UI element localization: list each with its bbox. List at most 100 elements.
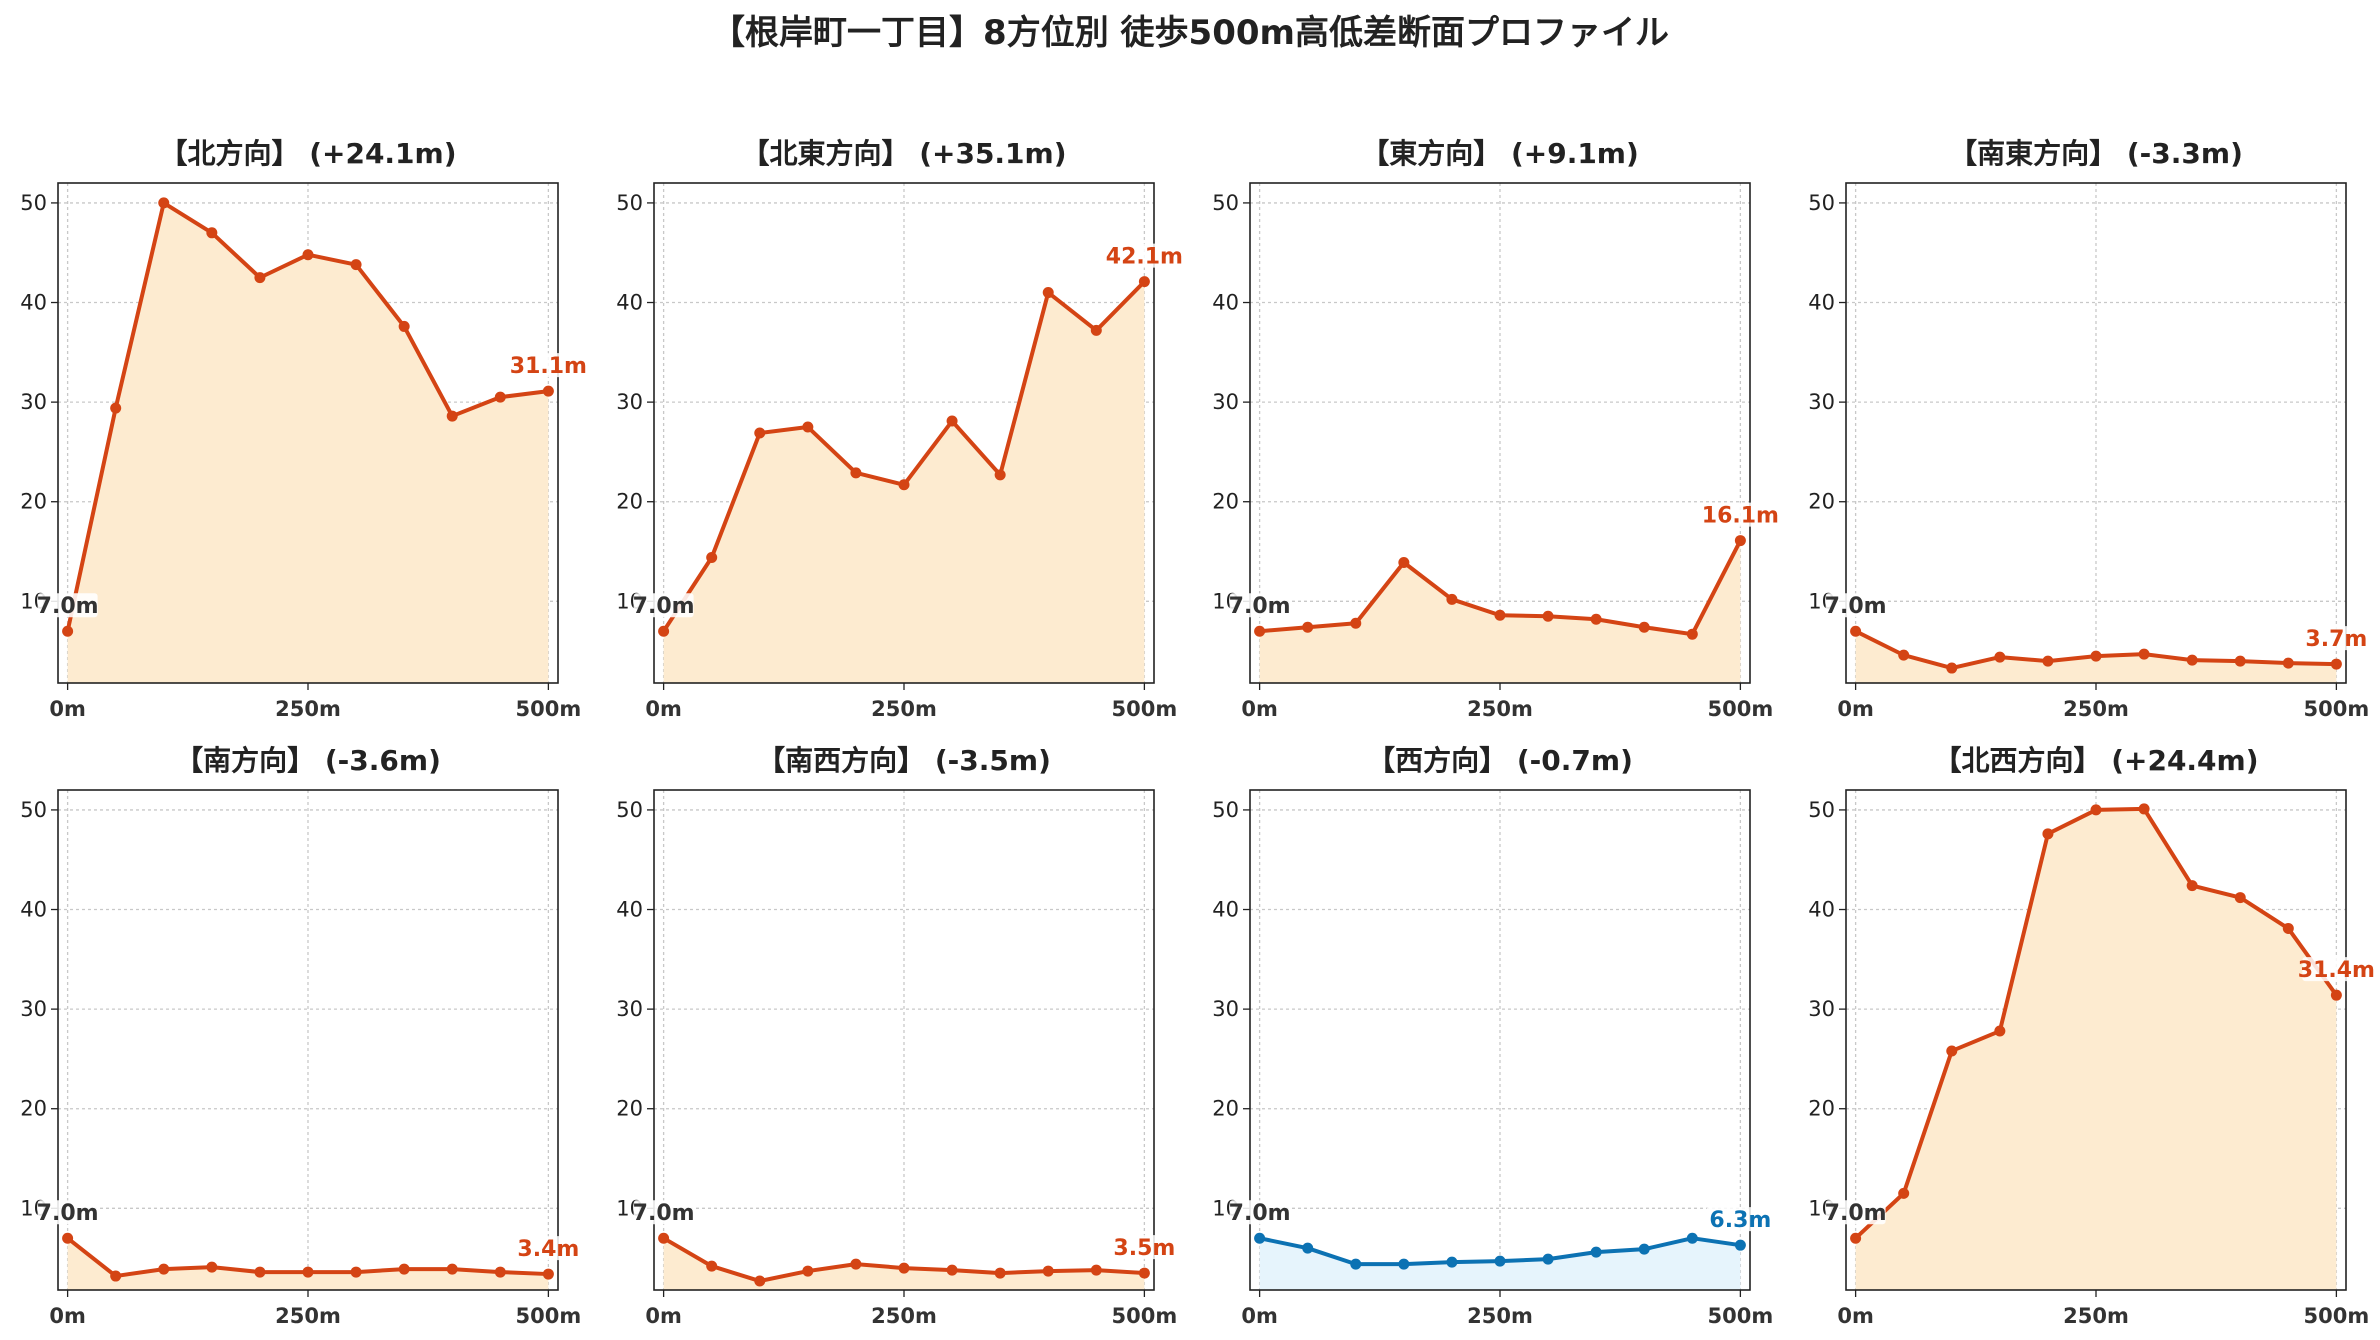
end-label-box xyxy=(1706,502,1775,527)
end-elevation-label: 42.1m xyxy=(1106,245,1183,270)
y-tick-label: 50 xyxy=(20,191,47,215)
elevation-point xyxy=(1946,1045,1958,1057)
y-tick-label: 30 xyxy=(616,997,643,1021)
x-tick-label: 500m xyxy=(1708,1304,1774,1328)
elevation-point xyxy=(994,1267,1006,1279)
start-label-box xyxy=(1825,1200,1886,1225)
elevation-point xyxy=(542,385,554,397)
axes-frame xyxy=(57,182,559,684)
y-tick-label: 40 xyxy=(1212,898,1239,922)
x-tick-label: 0m xyxy=(1837,697,1874,721)
elevation-point xyxy=(110,1270,122,1282)
elevation-point xyxy=(850,1258,862,1270)
elevation-point xyxy=(302,1266,314,1278)
elevation-point xyxy=(706,1260,718,1272)
elevation-point xyxy=(802,1265,814,1277)
x-tick-label: 250m xyxy=(1467,1304,1533,1328)
elevation-point xyxy=(994,469,1006,481)
end-elevation-label: 31.1m xyxy=(510,354,587,379)
end-elevation-label: 31.4m xyxy=(2298,958,2375,983)
end-label-box xyxy=(1110,1235,1179,1260)
start-elevation-label: 7.0m xyxy=(633,594,695,619)
y-tick-label: 40 xyxy=(616,291,643,315)
elevation-point xyxy=(2138,648,2150,660)
panel-title: 【南西方向】 (-3.5m) xyxy=(757,744,1051,777)
start-label-box xyxy=(1229,593,1290,618)
elevation-point xyxy=(206,1261,218,1273)
end-elevation-label: 3.5m xyxy=(1113,1236,1175,1261)
elevation-point xyxy=(754,427,766,439)
y-tick-label: 30 xyxy=(20,997,47,1021)
start-elevation-label: 7.0m xyxy=(1825,1201,1887,1226)
elevation-point xyxy=(398,320,410,332)
y-tick-label: 30 xyxy=(616,390,643,414)
y-tick-label: 30 xyxy=(1212,390,1239,414)
x-tick-label: 500m xyxy=(2304,697,2370,721)
elevation-point xyxy=(1494,609,1506,621)
profile-area xyxy=(67,1238,549,1290)
x-tick-label: 250m xyxy=(2063,697,2129,721)
elevation-point xyxy=(254,1266,266,1278)
elevation-point xyxy=(494,391,506,403)
y-tick-label: 40 xyxy=(20,898,47,922)
panel-title: 【北東方向】 (+35.1m) xyxy=(741,137,1066,170)
elevation-point xyxy=(946,415,958,427)
panel-title: 【北西方向】 (+24.4m) xyxy=(1933,744,2258,777)
elevation-point xyxy=(1138,276,1150,288)
elevation-point xyxy=(2330,658,2342,670)
y-tick-label: 30 xyxy=(1808,997,1835,1021)
y-tick-label: 20 xyxy=(1808,490,1835,514)
elevation-point xyxy=(1494,1255,1506,1267)
elevation-point xyxy=(1350,1258,1362,1270)
elevation-point xyxy=(1590,613,1602,625)
elevation-point xyxy=(1446,593,1458,605)
elevation-point xyxy=(2282,657,2294,669)
elevation-point xyxy=(2234,655,2246,667)
panel-title: 【東方向】 (+9.1m) xyxy=(1361,137,1639,170)
elevation-point xyxy=(1946,662,1958,674)
elevation-point xyxy=(2282,922,2294,934)
y-tick-label: 20 xyxy=(1212,490,1239,514)
elevation-point xyxy=(1350,617,1362,629)
end-label-box xyxy=(1706,1207,1775,1232)
elevation-point xyxy=(706,552,718,564)
elevation-point xyxy=(898,479,910,491)
elevation-point xyxy=(658,625,670,637)
profile-area xyxy=(1855,808,2337,1290)
elevation-point xyxy=(398,1263,410,1275)
x-tick-label: 250m xyxy=(275,1304,341,1328)
y-tick-label: 20 xyxy=(616,490,643,514)
x-tick-label: 0m xyxy=(1241,697,1278,721)
y-tick-label: 30 xyxy=(1212,997,1239,1021)
y-tick-label: 40 xyxy=(1808,291,1835,315)
start-elevation-label: 7.0m xyxy=(633,1201,695,1226)
elevation-point xyxy=(2138,803,2150,815)
y-tick-label: 20 xyxy=(20,490,47,514)
profile-area xyxy=(67,202,549,683)
end-elevation-label: 6.3m xyxy=(1709,1208,1771,1233)
x-tick-label: 500m xyxy=(1112,697,1178,721)
start-label-box xyxy=(37,1200,98,1225)
elevation-point xyxy=(2042,828,2054,840)
x-tick-label: 250m xyxy=(2063,1304,2129,1328)
elevation-point xyxy=(802,421,814,433)
elevation-point xyxy=(1898,649,1910,661)
profile-area xyxy=(1259,540,1741,683)
y-tick-label: 20 xyxy=(1808,1097,1835,1121)
elevation-point xyxy=(1090,1264,1102,1276)
elevation-point xyxy=(494,1266,506,1278)
y-tick-label: 20 xyxy=(20,1097,47,1121)
start-label-box xyxy=(633,1200,694,1225)
elevation-point xyxy=(1398,1258,1410,1270)
y-tick-label: 30 xyxy=(1808,390,1835,414)
x-tick-label: 500m xyxy=(516,1304,582,1328)
y-tick-label: 50 xyxy=(616,798,643,822)
elevation-point xyxy=(1734,535,1746,547)
elevation-point xyxy=(110,402,122,414)
elevation-point xyxy=(1850,1232,1862,1244)
elevation-point xyxy=(2186,880,2198,892)
x-tick-label: 0m xyxy=(49,1304,86,1328)
x-tick-label: 0m xyxy=(645,1304,682,1328)
y-tick-label: 20 xyxy=(616,1097,643,1121)
